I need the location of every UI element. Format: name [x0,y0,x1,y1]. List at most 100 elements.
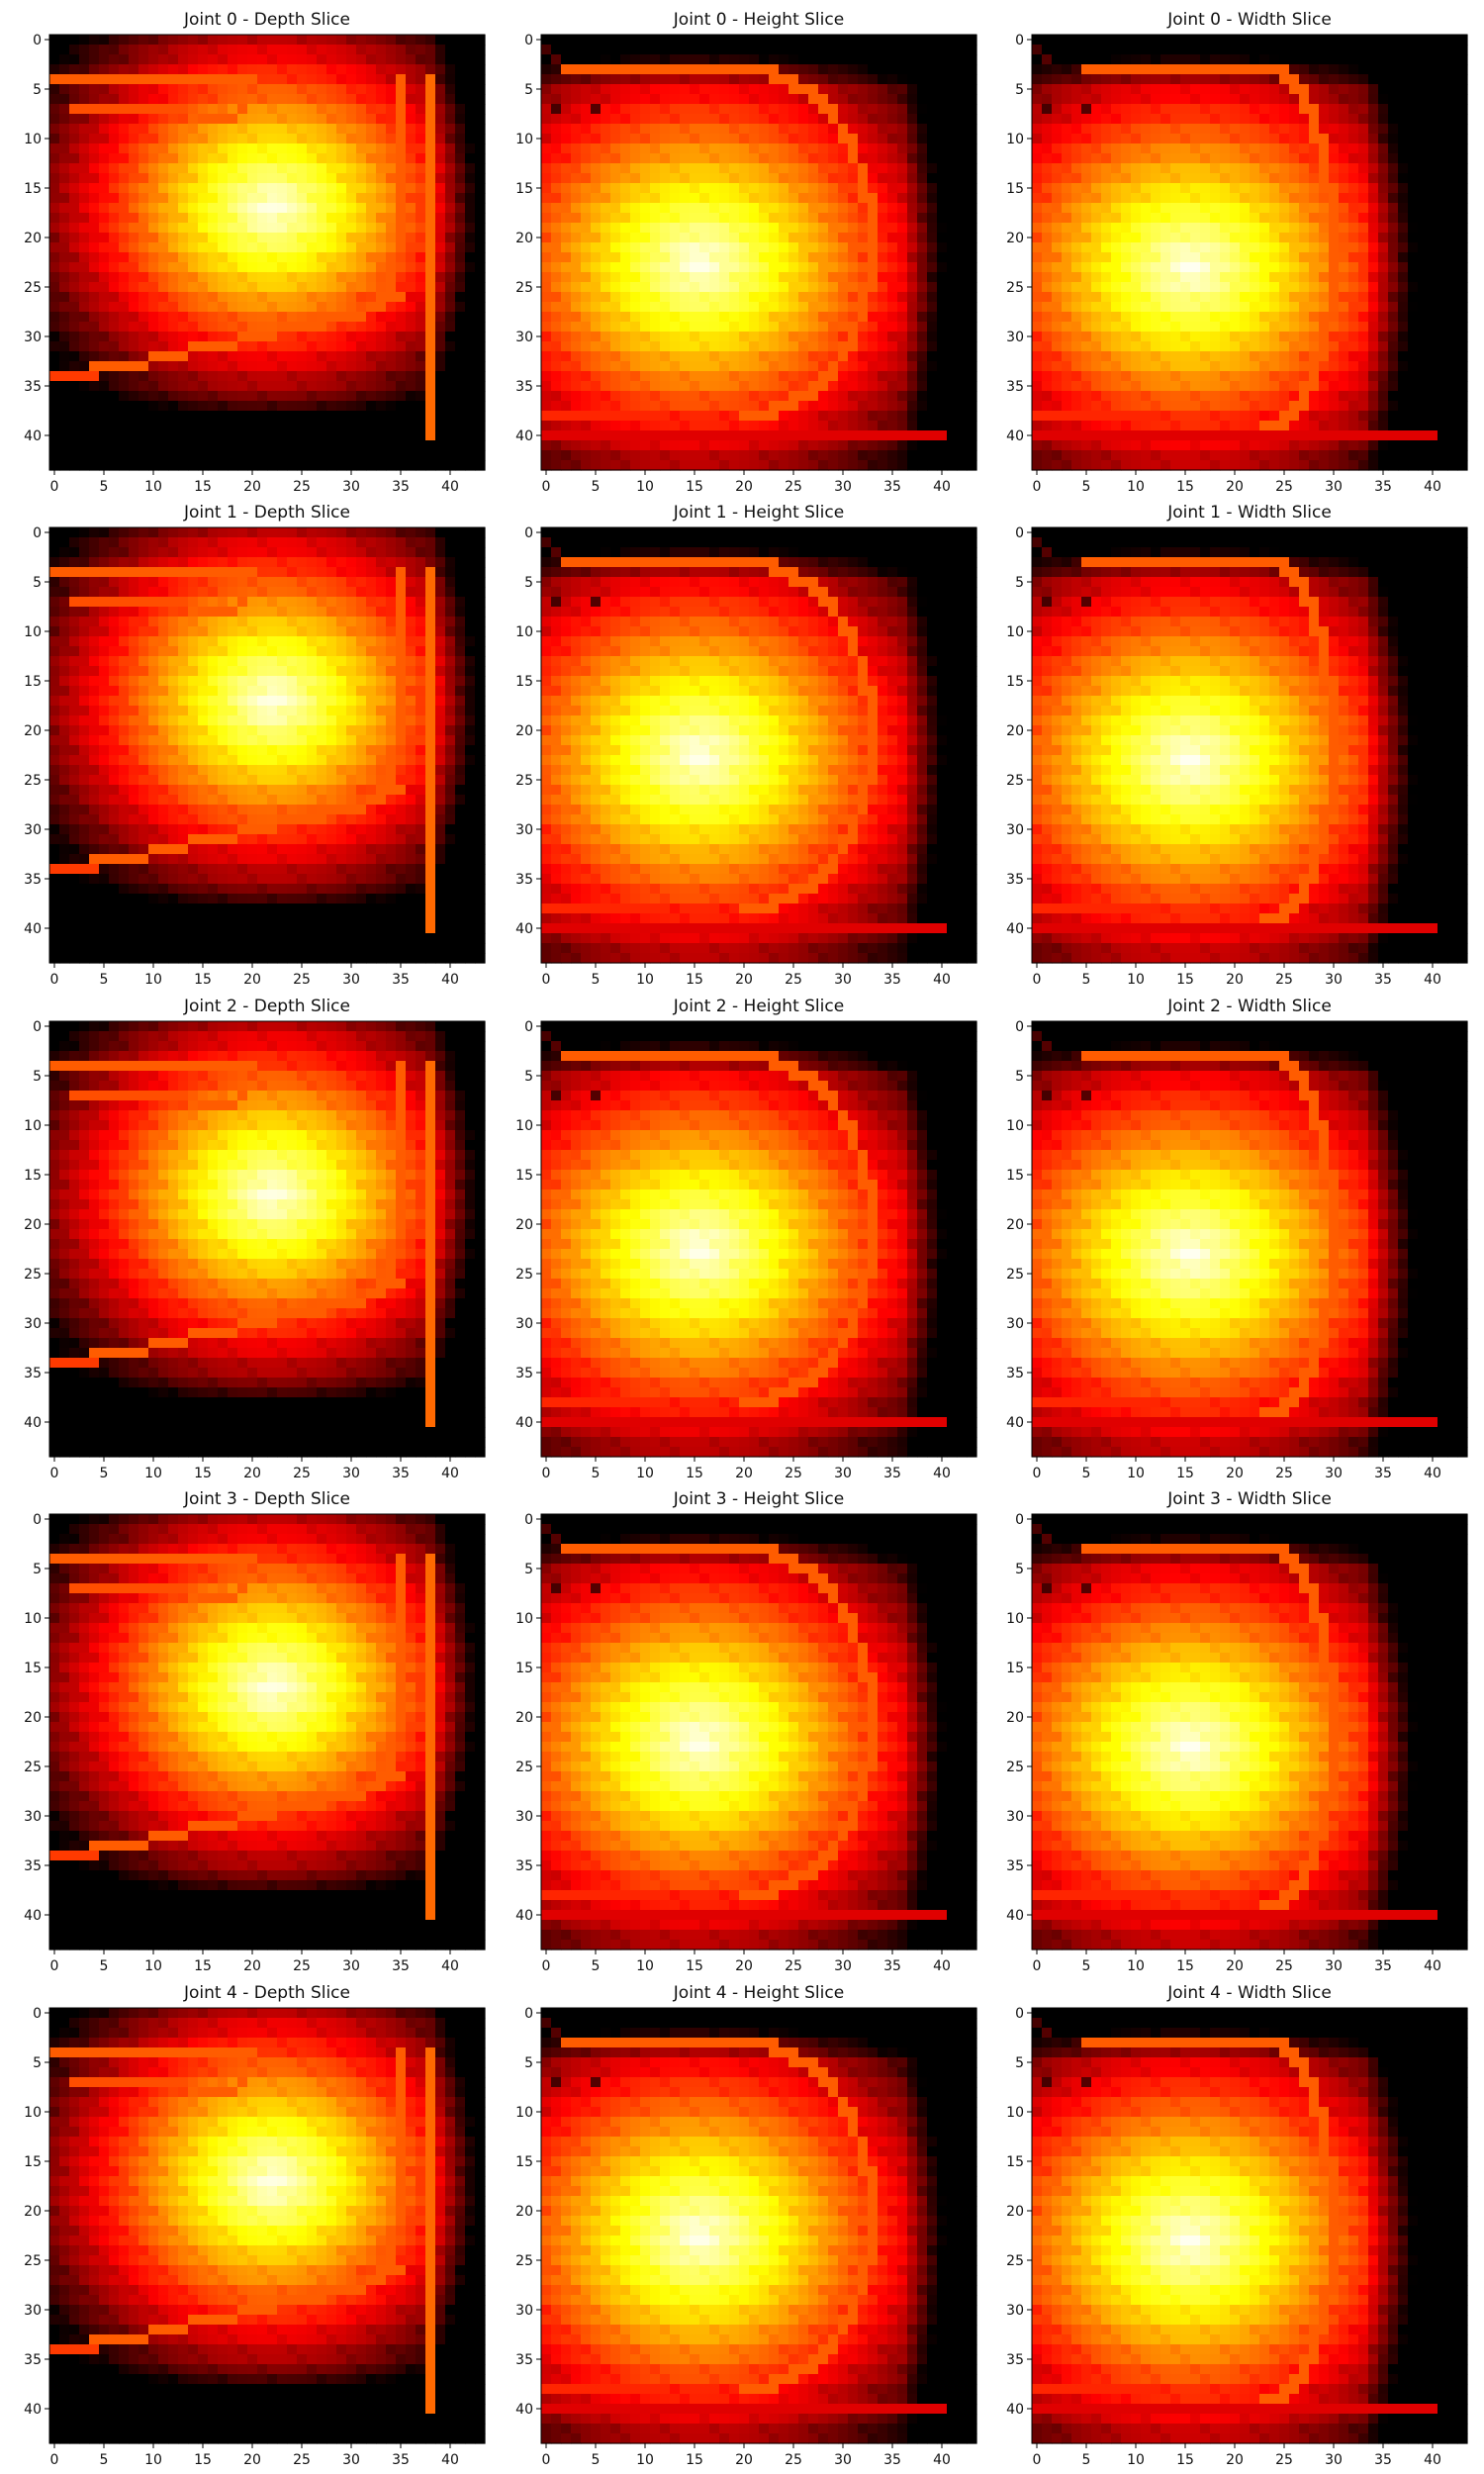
heatmap-cell [957,104,968,115]
heatmap-cell [957,134,968,144]
heatmap-cell [1309,183,1320,194]
heatmap-cell [1071,114,1082,125]
heatmap-cell [1358,173,1369,184]
heatmap-cell [1052,134,1063,144]
heatmap-cell [838,332,849,342]
heatmap-cell [465,282,476,293]
heatmap-cell [551,272,562,283]
heatmap-cell [287,322,298,333]
heatmap-cell [228,302,238,313]
heatmap-cell [957,371,968,382]
heatmap-cell [198,143,209,154]
heatmap-cell [571,440,582,451]
heatmap-cell [109,312,120,323]
heatmap-cell [49,54,60,65]
heatmap-cell [139,173,149,184]
heatmap-cell [89,312,100,323]
heatmap-cell [1309,153,1320,164]
heatmap-cell [257,223,268,234]
heatmap-cell [247,74,258,85]
heatmap-cell [828,143,839,154]
heatmap-cell [307,430,318,441]
heatmap-cell [947,213,958,224]
heatmap-cell [749,272,760,283]
heatmap-cell [1250,35,1260,46]
heatmap-cell [425,282,436,293]
heatmap-cell [1170,213,1181,224]
heatmap-cell [59,84,70,95]
heatmap-cell [868,203,879,214]
heatmap-cell [719,332,730,342]
heatmap-cell [1289,94,1300,105]
heatmap-cell [1160,104,1171,115]
heatmap-cell [878,272,888,283]
heatmap-cell [769,84,780,95]
heatmap-cell [1141,124,1152,135]
heatmap-cell [571,143,582,154]
heatmap-cell [1319,45,1330,55]
heatmap-cell [630,252,641,263]
heatmap-cell [868,450,879,461]
heatmap-cell [1032,104,1043,115]
heatmap-cell [198,272,209,283]
heatmap-cell [109,242,120,253]
heatmap-cell [541,312,552,323]
heatmap-cell [129,440,139,451]
heatmap-cell [561,252,572,263]
heatmap-cell [690,203,700,214]
heatmap-cell [455,460,466,471]
heatmap-cell [1319,252,1330,263]
heatmap-cell [828,381,839,392]
heatmap-cell [610,292,621,303]
heatmap-cell [1398,104,1409,115]
heatmap-cell [168,292,179,303]
heatmap-cell [79,242,90,253]
heatmap-cell [376,74,387,85]
heatmap-cell [620,183,631,194]
heatmap-cell [228,391,238,402]
heatmap-cell [178,341,189,352]
heatmap-cell [1210,163,1221,174]
heatmap-cell [178,421,189,431]
heatmap-cell [739,371,750,382]
heatmap-cell [277,312,288,323]
heatmap-cell [49,64,60,75]
heatmap-cell [828,272,839,283]
heatmap-panel: Joint 0 - Height Slice0 5 10 15 20 25 30 35 4005… [515,10,976,495]
heatmap-cell [416,94,426,105]
heatmap-cell [828,183,839,194]
heatmap-cell [69,391,80,402]
heatmap-cell [818,262,829,273]
heatmap-cell [346,312,357,323]
heatmap-cell [228,153,238,164]
heatmap-cell [1081,262,1092,273]
heatmap-cell [465,242,476,253]
heatmap-cell [1052,124,1063,135]
heatmap-cell [376,351,387,362]
heatmap-cell [386,163,397,174]
heatmap-cell [798,302,809,313]
heatmap-cell [69,292,80,303]
heatmap-cell [670,134,681,144]
heatmap-cell [356,45,367,55]
heatmap-cell [435,430,446,441]
heatmap-cell [769,45,780,55]
heatmap-cell [247,361,258,372]
heatmap-cell [346,440,357,451]
heatmap-cell [601,312,611,323]
heatmap-cell [406,203,417,214]
heatmap-cell [1160,183,1171,194]
heatmap-cell [228,104,238,115]
heatmap-cell [868,64,879,75]
heatmap-cell [1131,35,1142,46]
heatmap-cell [416,74,426,85]
heatmap-cell [139,54,149,65]
heatmap-cell [620,74,631,85]
heatmap-cell [336,84,347,95]
heatmap-cell [551,183,562,194]
heatmap-cell [445,401,456,412]
heatmap-cell [129,282,139,293]
heatmap-cell [455,430,466,441]
heatmap-cell [709,153,720,164]
heatmap-cell [317,74,327,85]
